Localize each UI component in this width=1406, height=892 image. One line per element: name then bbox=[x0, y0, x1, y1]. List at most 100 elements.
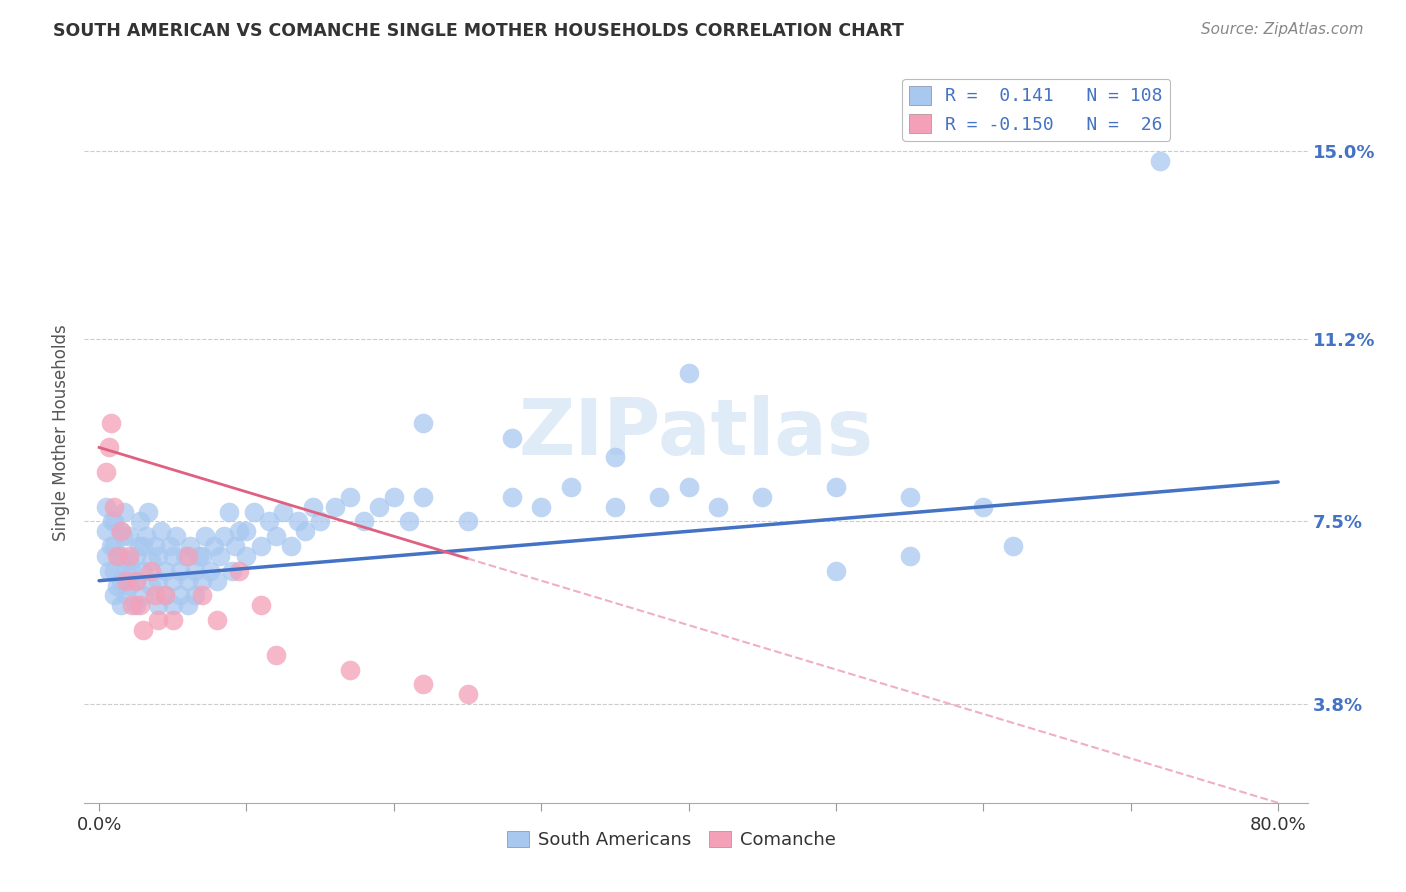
Point bbox=[103, 589, 125, 603]
Point bbox=[114, 589, 136, 603]
Point bbox=[309, 515, 332, 529]
Point bbox=[117, 554, 139, 568]
Point bbox=[146, 549, 169, 563]
Point bbox=[155, 589, 177, 603]
Point bbox=[101, 515, 124, 529]
Point bbox=[132, 564, 155, 578]
Point bbox=[898, 549, 921, 563]
Point bbox=[339, 663, 361, 677]
Point bbox=[179, 539, 201, 553]
Point bbox=[100, 416, 122, 430]
Point bbox=[129, 515, 152, 529]
Point bbox=[191, 589, 214, 603]
Text: SOUTH AMERICAN VS COMANCHE SINGLE MOTHER HOUSEHOLDS CORRELATION CHART: SOUTH AMERICAN VS COMANCHE SINGLE MOTHER… bbox=[53, 22, 904, 40]
Point bbox=[530, 500, 553, 514]
Point bbox=[110, 574, 132, 588]
Point bbox=[111, 529, 134, 543]
Point bbox=[112, 505, 135, 519]
Point bbox=[103, 564, 125, 578]
Point bbox=[121, 564, 143, 578]
Point bbox=[501, 431, 523, 445]
Text: ZIPatlas: ZIPatlas bbox=[519, 394, 873, 471]
Point bbox=[107, 549, 129, 563]
Point bbox=[98, 564, 121, 578]
Point bbox=[648, 490, 671, 504]
Point bbox=[100, 539, 122, 553]
Point bbox=[273, 505, 295, 519]
Point bbox=[353, 515, 375, 529]
Point bbox=[110, 524, 132, 539]
Point bbox=[280, 539, 302, 553]
Point bbox=[678, 367, 700, 381]
Point bbox=[382, 490, 405, 504]
Point bbox=[250, 539, 273, 553]
Point bbox=[412, 677, 434, 691]
Point bbox=[368, 500, 391, 514]
Point bbox=[228, 564, 250, 578]
Point bbox=[159, 539, 181, 553]
Point bbox=[114, 564, 136, 578]
Point bbox=[162, 599, 184, 613]
Point bbox=[155, 589, 177, 603]
Point bbox=[96, 549, 118, 563]
Point bbox=[250, 599, 273, 613]
Point bbox=[173, 549, 195, 563]
Point bbox=[125, 549, 148, 563]
Point bbox=[214, 529, 236, 543]
Point bbox=[143, 589, 166, 603]
Point bbox=[235, 549, 257, 563]
Point bbox=[1001, 539, 1024, 553]
Point bbox=[105, 549, 128, 563]
Point bbox=[125, 574, 148, 588]
Point bbox=[457, 515, 479, 529]
Point bbox=[103, 515, 125, 529]
Point bbox=[128, 539, 150, 553]
Point bbox=[184, 564, 207, 578]
Point bbox=[169, 589, 191, 603]
Point bbox=[898, 490, 921, 504]
Point bbox=[678, 480, 700, 494]
Point bbox=[96, 465, 118, 479]
Point bbox=[301, 500, 323, 514]
Point bbox=[132, 623, 155, 637]
Point bbox=[117, 549, 139, 563]
Point bbox=[224, 539, 246, 553]
Point bbox=[398, 515, 420, 529]
Point bbox=[184, 589, 207, 603]
Point bbox=[221, 564, 243, 578]
Point bbox=[132, 589, 155, 603]
Point bbox=[751, 490, 773, 504]
Point bbox=[108, 524, 131, 539]
Point bbox=[117, 579, 139, 593]
Point bbox=[169, 564, 191, 578]
Point bbox=[139, 579, 162, 593]
Point bbox=[972, 500, 994, 514]
Point bbox=[603, 450, 626, 465]
Point bbox=[1149, 154, 1171, 169]
Point bbox=[98, 441, 121, 455]
Point bbox=[135, 529, 157, 543]
Point bbox=[264, 648, 287, 662]
Point bbox=[205, 613, 228, 627]
Point bbox=[176, 574, 198, 588]
Point bbox=[457, 687, 479, 701]
Point bbox=[162, 574, 184, 588]
Point bbox=[155, 564, 177, 578]
Point bbox=[560, 480, 582, 494]
Point bbox=[243, 505, 266, 519]
Point bbox=[412, 490, 434, 504]
Point bbox=[96, 500, 118, 514]
Point bbox=[110, 599, 132, 613]
Point bbox=[257, 515, 280, 529]
Point bbox=[176, 599, 198, 613]
Point bbox=[139, 554, 162, 568]
Point bbox=[294, 524, 316, 539]
Point bbox=[208, 549, 231, 563]
Point bbox=[136, 505, 159, 519]
Point bbox=[103, 500, 125, 514]
Point bbox=[121, 599, 143, 613]
Point bbox=[264, 529, 287, 543]
Point bbox=[103, 539, 125, 553]
Point bbox=[105, 579, 128, 593]
Point bbox=[96, 524, 118, 539]
